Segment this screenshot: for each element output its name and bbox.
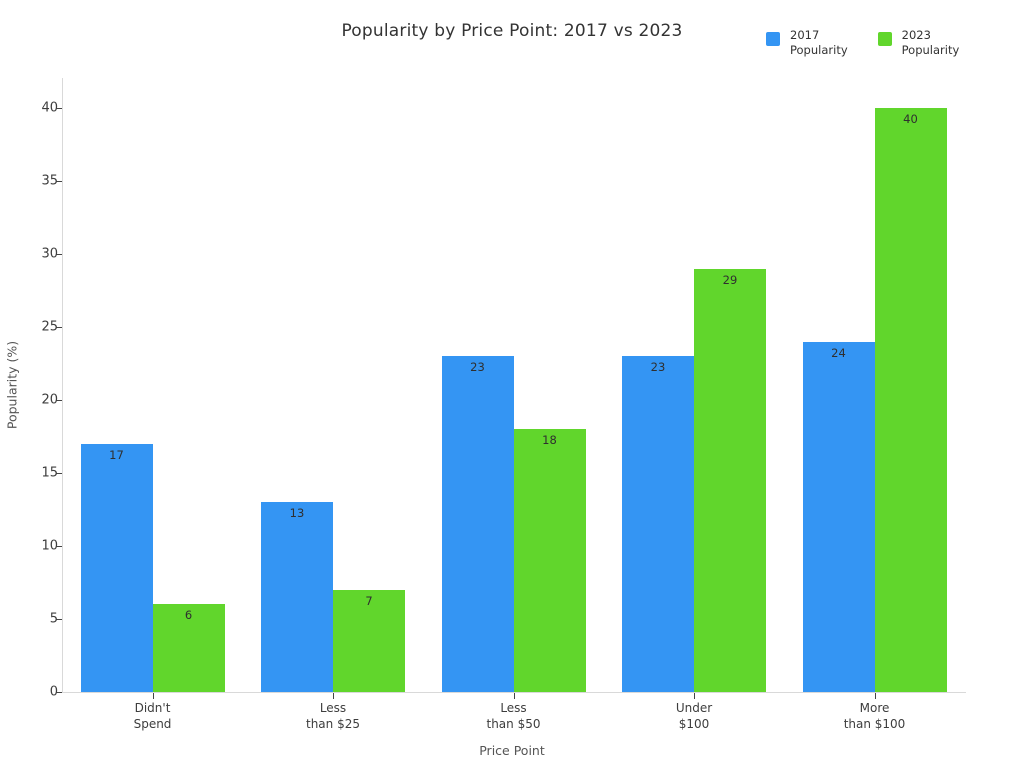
x-tick-label: Less than $25 <box>306 701 360 731</box>
x-tick-label: Didn't Spend <box>133 701 172 731</box>
y-tick-label: 25 <box>41 319 58 335</box>
bar-2023-popularity: 6 <box>152 604 225 692</box>
y-tick-mark <box>56 691 62 693</box>
legend-item-2017-popularity: 2017 Popularity <box>766 28 848 58</box>
bar-value-label: 29 <box>722 272 738 287</box>
y-tick-mark <box>56 107 62 109</box>
y-tick-label: 30 <box>41 246 58 262</box>
y-tick-mark <box>56 618 62 620</box>
bar-2017-popularity: 24 <box>802 341 875 692</box>
y-tick-label: 10 <box>41 538 58 554</box>
legend-swatch-icon <box>766 32 780 46</box>
bar-value-label: 24 <box>831 345 846 360</box>
legend-label: 2023 Popularity <box>901 28 960 57</box>
y-tick-label: 15 <box>41 465 58 481</box>
x-tick-mark <box>513 693 515 699</box>
y-tick-mark <box>56 472 62 474</box>
chart-title: Popularity by Price Point: 2017 vs 2023 <box>341 21 683 41</box>
bar-2017-popularity: 23 <box>622 356 694 692</box>
bar-value-label: 40 <box>903 112 918 126</box>
x-tick-label: Under $100 <box>675 701 713 731</box>
x-tick-label: Less than $50 <box>486 701 541 731</box>
y-tick-label: 5 <box>49 611 58 627</box>
legend-swatch-icon <box>877 32 892 46</box>
y-tick-label: 35 <box>41 173 58 189</box>
x-axis-title: Price Point <box>479 743 545 758</box>
y-tick-mark <box>56 399 62 401</box>
bar-value-label: 17 <box>109 447 124 462</box>
legend-item-2023-popularity: 2023 Popularity <box>877 28 960 58</box>
y-tick-label: 0 <box>49 684 58 700</box>
y-tick-label: 40 <box>41 100 58 116</box>
x-tick-mark <box>694 693 695 699</box>
bar-2023-popularity: 18 <box>513 429 586 692</box>
y-tick-mark <box>56 545 62 547</box>
bar-2017-popularity: 23 <box>441 356 514 692</box>
bar-value-label: 6 <box>184 608 193 623</box>
bar-2023-popularity: 40 <box>874 108 947 692</box>
bar-2017-popularity: 17 <box>80 443 153 692</box>
bar-2017-popularity: 13 <box>261 502 333 692</box>
y-tick-mark <box>56 326 62 328</box>
x-tick-mark <box>152 693 154 699</box>
bar-2023-popularity: 29 <box>694 268 766 692</box>
legend-label: 2017 Popularity <box>790 28 848 57</box>
x-tick-mark <box>333 693 334 699</box>
bar-value-label: 13 <box>289 506 305 521</box>
y-tick-label: 20 <box>41 392 58 408</box>
x-tick-mark <box>874 693 876 699</box>
y-tick-mark <box>56 180 62 182</box>
y-axis-title: Popularity (%) <box>4 340 20 430</box>
bar-value-label: 23 <box>470 360 485 375</box>
bar-2023-popularity: 7 <box>333 589 405 692</box>
legend: 2017 Popularity 2023 Popularity <box>766 28 959 58</box>
bar-value-label: 23 <box>650 360 666 375</box>
y-tick-mark <box>56 253 62 255</box>
plot-area: 0 5 10 15 20 25 30 35 40 Didn't Spend 17 6 Less than… <box>41 78 966 731</box>
bar-value-label: 18 <box>542 433 557 448</box>
bar-value-label: 7 <box>365 593 373 608</box>
x-tick-label: More than $100 <box>843 701 906 731</box>
